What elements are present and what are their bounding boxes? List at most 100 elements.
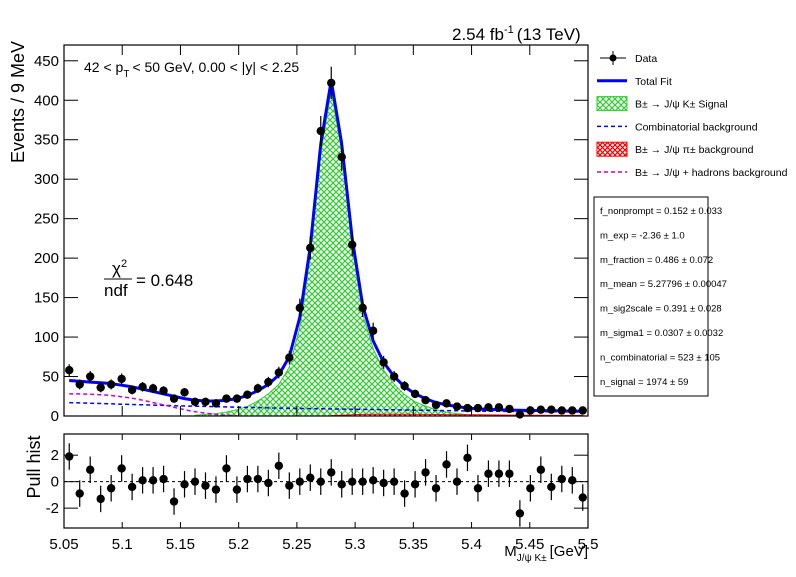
fit-param: m_mean = 5.27796 ± 0.00047 — [600, 279, 727, 290]
legend-label: B± → J/ψ π± background — [635, 144, 754, 156]
data-point — [389, 372, 399, 381]
fit-param: m_sigma1 = 0.0307 ± 0.0032 — [600, 328, 723, 339]
data-point — [484, 403, 493, 412]
data-point — [578, 493, 587, 502]
data-point — [379, 358, 388, 367]
data-point — [557, 474, 566, 484]
data-point — [494, 469, 504, 478]
plot-frame — [63, 44, 589, 417]
data-point — [295, 477, 304, 486]
lumi-exp: -1 — [504, 24, 514, 36]
x-axis-label: MJ/ψ K± [GeV] — [504, 543, 588, 564]
data-point — [180, 388, 189, 397]
y-tick-label: 2 — [51, 447, 59, 464]
data-point — [557, 406, 566, 415]
data-point — [379, 478, 388, 488]
fit-param: f_nonprompt = 0.152 ± 0.033 — [600, 206, 722, 217]
data-point — [106, 380, 116, 389]
fit-param: m_exp = -2.36 ± 1.0 — [600, 230, 685, 241]
data-point — [452, 402, 462, 411]
pull-y-axis-label: Pull hist — [24, 435, 44, 498]
data-point — [410, 480, 420, 489]
plot-frame — [63, 433, 589, 529]
y-tick-label: 200 — [34, 250, 59, 267]
data-point — [526, 484, 535, 493]
data-point — [285, 481, 294, 490]
y-axis-label: Events / 9 MeV — [8, 41, 28, 163]
data-point — [316, 477, 325, 486]
data-point — [295, 303, 304, 313]
y-tick-label: 100 — [34, 329, 59, 346]
fit-param: m_fraction = 0.486 ± 0.072 — [600, 255, 713, 266]
x-tick-label: 5.25 — [282, 536, 311, 553]
fit-param: n_signal = 1974 ± 59 — [600, 377, 688, 388]
y-tick-label: 50 — [42, 369, 59, 386]
data-point — [243, 390, 252, 399]
data-point — [65, 366, 74, 375]
data-point — [358, 303, 367, 313]
data-point — [410, 389, 420, 399]
y-tick-label: 150 — [34, 290, 59, 307]
data-point — [536, 465, 546, 474]
data-point — [75, 380, 84, 389]
data-point — [526, 406, 535, 415]
data-point — [148, 476, 158, 485]
data-point — [232, 394, 242, 403]
x-tick-label: 5.5 — [578, 536, 599, 553]
chi2-ndf: ndf — [104, 281, 128, 300]
data-point — [274, 461, 284, 470]
data-point — [452, 477, 462, 486]
data-point — [421, 468, 430, 477]
x-tick-label: 5.2 — [228, 536, 249, 553]
data-point — [169, 497, 179, 506]
selection-text: 42 < p — [84, 59, 124, 75]
data-point — [222, 394, 231, 403]
data-point — [159, 474, 168, 484]
data-point — [473, 484, 483, 493]
data-point — [138, 382, 147, 391]
data-point — [400, 381, 409, 391]
data-point — [306, 473, 315, 482]
data-point — [431, 484, 441, 493]
data-point — [368, 476, 378, 485]
data-point — [568, 476, 577, 485]
energy: (13 TeV) — [517, 25, 581, 44]
legend-label: Total Fit — [635, 76, 672, 88]
data-point — [337, 152, 346, 162]
data-point — [578, 406, 587, 415]
data-point — [327, 78, 336, 88]
data-point — [400, 489, 409, 498]
y-tick-label: 300 — [34, 171, 59, 188]
y-tick-label: 250 — [34, 211, 59, 228]
fit-params-box — [593, 196, 709, 397]
data-point — [442, 399, 451, 408]
data-point — [106, 484, 116, 493]
data-point — [348, 240, 357, 249]
data-point — [169, 394, 179, 403]
fit-params: f_nonprompt = 0.152 ± 0.033 m_exp = -2.36… — [600, 206, 727, 388]
lumi: 2.54 fb — [452, 25, 504, 44]
x-tick-label: 5.3 — [345, 536, 366, 553]
x-tick-label: 5.05 — [49, 536, 78, 553]
data-point — [75, 489, 84, 498]
x-tick-label: 5.1 — [112, 536, 133, 553]
legend-marker — [596, 141, 628, 157]
data-point — [159, 386, 168, 395]
y-tick-label: -2 — [46, 500, 59, 517]
data-point — [421, 396, 430, 405]
data-point — [190, 477, 200, 486]
data-point — [96, 494, 105, 504]
data-point — [211, 485, 221, 494]
data-point — [505, 469, 514, 478]
x-tick-label: 5.15 — [166, 536, 195, 553]
data-point — [201, 481, 210, 490]
data-point — [96, 383, 105, 392]
selection-rest: < 50 GeV, 0.00 < |y| < 2.25 — [132, 59, 299, 75]
data-point — [127, 482, 137, 492]
x-label-sub: J/ψ K± — [517, 553, 547, 564]
data-point — [190, 397, 200, 406]
x-tick-label: 5.35 — [399, 536, 428, 553]
y-tick-label: 350 — [34, 132, 59, 149]
data-point — [117, 374, 126, 384]
